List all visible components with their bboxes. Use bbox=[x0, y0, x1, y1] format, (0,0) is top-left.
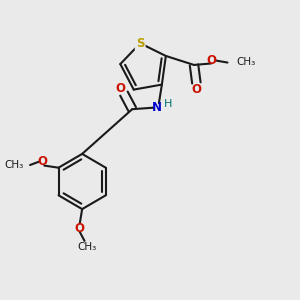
Text: O: O bbox=[206, 54, 216, 67]
Text: CH₃: CH₃ bbox=[77, 242, 96, 252]
Text: O: O bbox=[116, 82, 125, 95]
Text: S: S bbox=[136, 37, 144, 50]
Text: CH₃: CH₃ bbox=[4, 160, 24, 170]
Text: O: O bbox=[38, 155, 47, 168]
Text: O: O bbox=[191, 83, 201, 96]
Text: N: N bbox=[152, 101, 161, 114]
Text: H: H bbox=[164, 99, 172, 109]
Text: O: O bbox=[75, 221, 85, 235]
Text: CH₃: CH₃ bbox=[236, 57, 256, 67]
